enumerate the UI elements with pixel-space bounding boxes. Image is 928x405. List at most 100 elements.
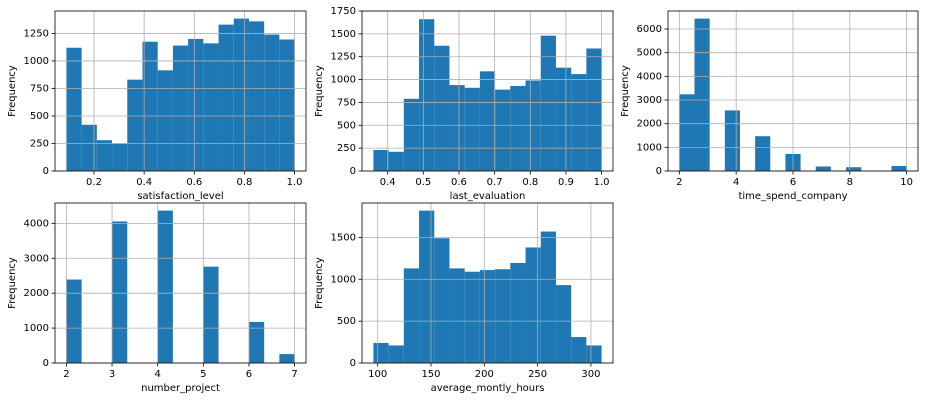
y-tick-label: 1500 <box>331 232 356 243</box>
bar <box>555 285 572 363</box>
bar <box>434 45 450 171</box>
axes-frame <box>361 202 614 364</box>
bar <box>203 266 219 363</box>
y-axis-label: Frequency <box>7 257 18 309</box>
x-tick-label: 4 <box>154 369 160 380</box>
y-tick-label: 4000 <box>24 218 49 229</box>
y-tick-label: 1000 <box>637 142 662 153</box>
bar <box>127 79 143 171</box>
bar <box>846 167 862 171</box>
x-tick-label: 0.4 <box>380 177 396 188</box>
x-tick-label: 0.6 <box>186 177 202 188</box>
x-tick-label: 300 <box>581 369 600 380</box>
x-tick-label: 0.8 <box>522 177 538 188</box>
bar <box>233 18 249 171</box>
y-tick-label: 3000 <box>637 95 662 106</box>
bar <box>279 354 295 363</box>
bar <box>157 210 173 363</box>
bar <box>248 321 265 363</box>
bar <box>434 238 450 363</box>
y-tick-label: 1500 <box>331 29 356 40</box>
y-tick-label: 5000 <box>637 48 662 59</box>
x-tick-label: 0.2 <box>86 177 102 188</box>
bar <box>540 35 556 171</box>
bar <box>510 85 526 171</box>
x-tick-label: 200 <box>475 369 494 380</box>
x-axis-label: time_spend_company <box>738 191 847 202</box>
bar <box>403 268 420 363</box>
bar <box>555 67 572 171</box>
y-tick-label: 2000 <box>24 288 49 299</box>
y-axis-label: Frequency <box>314 257 325 309</box>
y-axis-label: Frequency <box>620 65 631 117</box>
y-axis-label: Frequency <box>314 65 325 117</box>
bar <box>112 221 128 363</box>
y-tick-label: 500 <box>337 316 356 327</box>
bar <box>586 48 602 171</box>
x-tick-label: 250 <box>528 369 547 380</box>
bar <box>203 43 219 172</box>
bar <box>188 38 204 171</box>
bar <box>540 231 556 363</box>
bar <box>264 34 280 172</box>
x-tick-label: 0.9 <box>558 177 574 188</box>
y-axis-label: Frequency <box>7 65 18 117</box>
y-tick-label: 0 <box>656 166 662 177</box>
y-tick-label: 750 <box>337 97 356 108</box>
y-tick-label: 1750 <box>331 6 356 17</box>
x-tick-label: 8 <box>847 177 853 188</box>
bar <box>248 21 265 172</box>
bar <box>755 136 771 171</box>
bar <box>373 342 389 363</box>
x-tick-label: 6 <box>246 369 252 380</box>
bar <box>479 270 496 363</box>
bar <box>891 166 907 171</box>
bar <box>586 345 602 363</box>
bar <box>479 71 496 171</box>
y-tick-label: 6000 <box>637 24 662 35</box>
axes-frame <box>361 10 614 172</box>
bar <box>218 24 234 172</box>
bar <box>112 143 128 171</box>
bar <box>66 279 82 363</box>
x-tick-label: 0.7 <box>487 177 503 188</box>
bar <box>419 210 435 363</box>
x-tick-label: 6 <box>790 177 796 188</box>
x-tick-label: 7 <box>291 369 297 380</box>
bar <box>279 39 295 171</box>
bar <box>571 74 587 171</box>
y-tick-label: 750 <box>30 83 49 94</box>
bar <box>449 268 465 363</box>
x-tick-label: 2 <box>676 177 682 188</box>
bar <box>464 271 480 363</box>
y-tick-label: 1000 <box>24 56 49 67</box>
bar <box>373 149 389 171</box>
axes-frame <box>54 10 307 172</box>
y-tick-label: 3000 <box>24 253 49 264</box>
x-axis-label: number_project <box>141 383 220 394</box>
y-tick-label: 0 <box>43 166 49 177</box>
y-tick-label: 1000 <box>331 75 356 86</box>
bar <box>464 87 480 171</box>
y-tick-label: 1250 <box>24 28 49 39</box>
bar <box>525 247 541 363</box>
y-tick-label: 500 <box>337 120 356 131</box>
x-tick-label: 2 <box>63 369 69 380</box>
bar <box>157 70 173 171</box>
bar <box>96 140 113 171</box>
x-tick-label: 0.5 <box>415 177 431 188</box>
y-tick-label: 250 <box>30 138 49 149</box>
bar <box>403 98 420 171</box>
y-tick-label: 0 <box>43 358 49 369</box>
bar <box>172 45 189 171</box>
x-tick-label: 1.0 <box>594 177 610 188</box>
bar <box>66 47 82 171</box>
axes-frame <box>667 10 919 172</box>
axes-frame <box>54 202 307 364</box>
x-tick-label: 3 <box>109 369 115 380</box>
y-tick-label: 0 <box>350 358 356 369</box>
bar <box>724 110 740 171</box>
x-tick-label: 100 <box>368 369 387 380</box>
x-tick-label: 10 <box>900 177 913 188</box>
